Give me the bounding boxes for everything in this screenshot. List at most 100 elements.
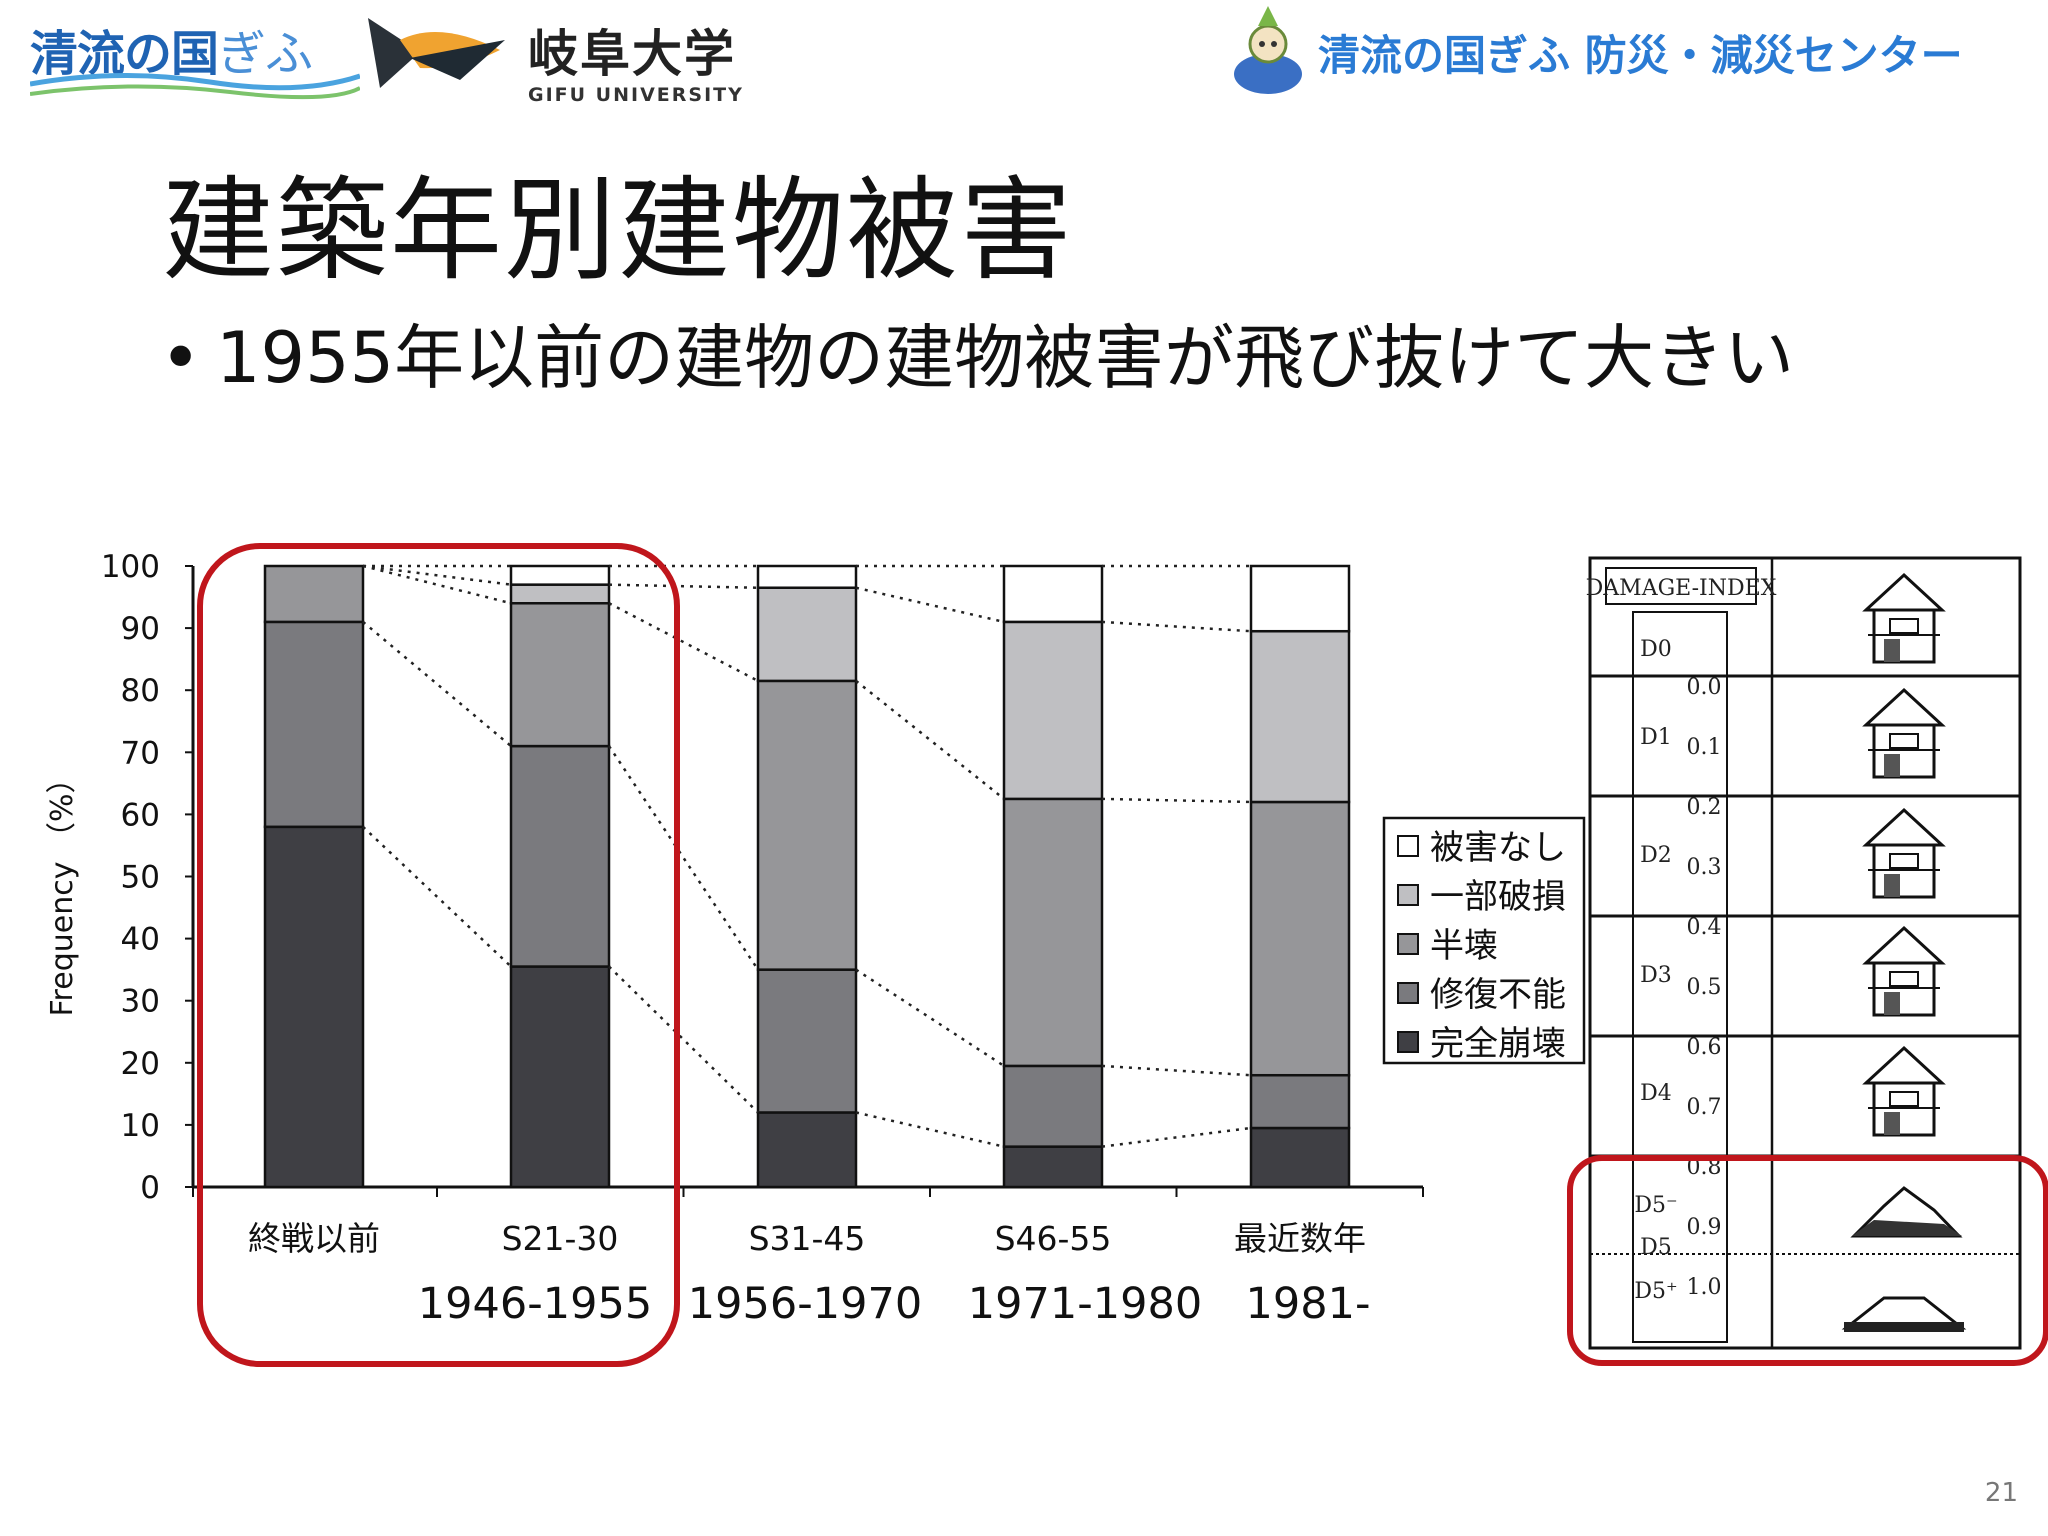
- bar-segment: [509, 965, 611, 1189]
- y-tick-label: 40: [121, 922, 160, 958]
- logo-seiryu-kanji: 清流の国: [30, 26, 219, 82]
- university-name-en: GIFU UNIVERSITY: [528, 84, 744, 106]
- rubble-icon: [1852, 1220, 1962, 1236]
- university-name-jp: 岐阜大学: [528, 25, 736, 83]
- y-tick-label: 90: [121, 611, 160, 647]
- y-tick-label: 80: [121, 673, 160, 709]
- bar-segment: [1249, 629, 1351, 804]
- bar-segment: [1249, 1073, 1351, 1130]
- damage-scale-value: 0.5: [1687, 975, 1722, 1000]
- bullet-text: 1955年以前の建物の建物被害が飛び抜けて大きい: [216, 317, 1795, 399]
- bar-segment: [756, 564, 858, 589]
- bar-segment: [1249, 1126, 1351, 1189]
- connector-line: [362, 620, 512, 748]
- house-window-icon: [1889, 853, 1919, 869]
- house-door-icon: [1884, 874, 1900, 897]
- legend-label: 半壊: [1430, 926, 1498, 966]
- house-window-icon: [1889, 618, 1919, 634]
- seiryu-no-kuni-gifu-logo: 清流の国ぎふ: [30, 12, 360, 102]
- house-door-icon: [1884, 1112, 1900, 1135]
- connector-line: [362, 825, 512, 968]
- year-range-label: 1981-: [1246, 1279, 1371, 1329]
- damage-index-header-box: [1605, 567, 1757, 605]
- bar-segment: [509, 583, 611, 605]
- legend-swatch: [1397, 884, 1419, 906]
- house-icon: [1862, 687, 1946, 779]
- legend-swatch: [1397, 835, 1419, 857]
- y-axis-label: Frequency （%）: [45, 763, 80, 1016]
- bar-segment: [1249, 564, 1351, 633]
- damage-index-header: DAMAGE-INDEX: [1586, 576, 1777, 601]
- y-tick-label: 10: [121, 1108, 160, 1144]
- damage-index-frame: [1588, 556, 2022, 1350]
- y-tick-label: 50: [121, 860, 160, 896]
- year-range-label: 1956-1970: [688, 1279, 922, 1329]
- highlight-d5-collapse: [1567, 1155, 2048, 1366]
- house-door-icon: [1884, 639, 1900, 662]
- bar-segment: [263, 825, 365, 1189]
- damage-level-label: D3: [1640, 963, 1672, 988]
- damage-scale-value: 0.9: [1687, 1215, 1722, 1240]
- disaster-center-name: 清流の国ぎふ 防災・減災センター: [1318, 31, 1963, 80]
- year-range-label: 1971-1980: [968, 1279, 1202, 1329]
- house-icon: [1862, 925, 1946, 1017]
- damage-scale-value: 0.7: [1687, 1095, 1722, 1120]
- mascot-icon: [1228, 4, 1308, 100]
- damage-level-label: D5⁺: [1634, 1279, 1677, 1304]
- highlight-boxes: [197, 543, 2048, 1367]
- bar-segment: [1002, 564, 1104, 624]
- damage-scale-value: 0.4: [1687, 915, 1722, 940]
- damage-scale-value: 0.1: [1687, 735, 1722, 760]
- damage-scale-value: 0.2: [1687, 795, 1722, 820]
- x-category-label: S46-55: [995, 1219, 1112, 1258]
- highlight-pre-1955: [197, 543, 680, 1367]
- stacked-bar-chart: 0 10 20 30 40 50 60 70 80 90 100 Frequency （%） 終戦以前 S…: [45, 549, 1424, 1329]
- logo-wave-icon: [30, 73, 360, 100]
- x-category-label: 最近数年: [1234, 1219, 1366, 1258]
- damage-level-label: D4: [1640, 1081, 1672, 1106]
- rubble-icon: [1844, 1322, 1964, 1332]
- connector-line: [1101, 620, 1252, 633]
- collapsed-house-icon: [1850, 1186, 1963, 1238]
- bar-segment: [1249, 800, 1351, 1077]
- house-door-icon: [1884, 754, 1900, 777]
- legend-label: 一部破損: [1430, 877, 1566, 917]
- damage-level-label: D5: [1640, 1235, 1672, 1260]
- x-category-label: S31-45: [749, 1219, 866, 1258]
- connector-line: [608, 602, 759, 682]
- bar-segment: [756, 968, 858, 1114]
- legend-label: 修復不能: [1430, 975, 1566, 1015]
- bar-segment: [263, 564, 365, 624]
- logo-seiryu-kana: ぎふ: [218, 26, 313, 82]
- connector-line: [855, 586, 1005, 624]
- bar-segment: [509, 744, 611, 968]
- damage-scale-value: 0.0: [1687, 675, 1722, 700]
- connector-line: [607, 745, 760, 971]
- house-icon: [1862, 572, 1946, 664]
- damage-level-label: D2: [1640, 843, 1672, 868]
- damage-level-label: D1: [1640, 725, 1672, 750]
- house-icon: [1862, 807, 1946, 899]
- house-window-icon: [1889, 971, 1919, 987]
- bar-segment: [1002, 797, 1104, 1068]
- damage-scale-bar: [1632, 611, 1728, 1343]
- bar-segment: [509, 564, 611, 586]
- damage-level-label: D5⁻: [1634, 1193, 1677, 1218]
- house-window-icon: [1889, 1091, 1919, 1107]
- damage-scale-value: 0.3: [1687, 855, 1722, 880]
- connector-line: [1101, 1126, 1252, 1148]
- legend-swatch: [1397, 933, 1419, 955]
- connector-line: [608, 965, 759, 1114]
- connector-line: [855, 968, 1005, 1067]
- damage-level-label: D0: [1640, 637, 1672, 662]
- legend-swatch: [1397, 1031, 1419, 1053]
- year-range-label: 1946-1955: [418, 1279, 652, 1329]
- x-category-label: S21-30: [502, 1219, 619, 1258]
- connector-line: [362, 564, 512, 605]
- bar-segment: [509, 602, 611, 748]
- collapsed-house-icon: [1841, 1296, 1967, 1332]
- bar-segment: [756, 1111, 858, 1189]
- gifu-university-logo-text: 岐阜大学 GIFU UNIVERSITY: [528, 14, 744, 106]
- connector-line: [1101, 797, 1252, 804]
- connector-line: [608, 583, 759, 589]
